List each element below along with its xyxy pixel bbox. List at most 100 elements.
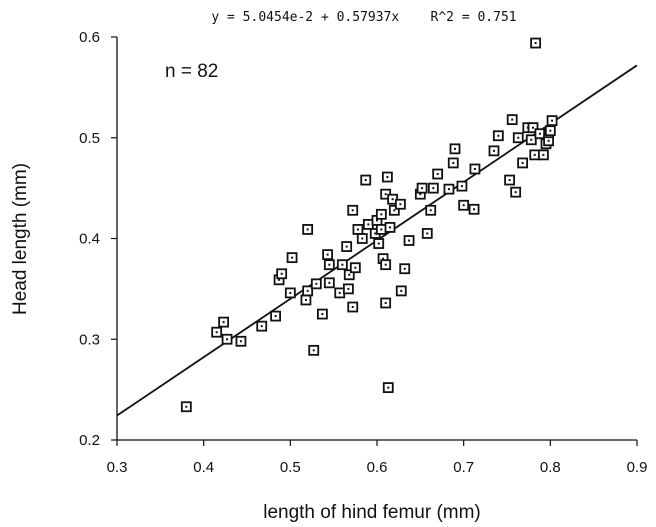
data-point-center — [312, 349, 315, 352]
data-point — [180, 401, 192, 413]
sample-size-annotation: n = 82 — [165, 61, 218, 82]
data-point — [403, 235, 415, 246]
data-point-center — [326, 253, 329, 256]
data-point — [468, 203, 480, 215]
data-point-center — [380, 228, 383, 231]
data-point — [316, 308, 328, 320]
data-point-center — [399, 203, 402, 206]
data-point-center — [348, 273, 351, 276]
data-point-center — [521, 161, 524, 164]
data-point-center — [514, 191, 517, 194]
y-tick-label: 0.5 — [79, 130, 100, 147]
data-point — [381, 171, 393, 183]
data-point-center — [542, 153, 545, 156]
data-point-center — [338, 291, 341, 294]
data-point-center — [377, 242, 380, 245]
data-point — [235, 335, 247, 347]
data-point-center — [304, 298, 307, 301]
data-point — [380, 297, 392, 309]
data-point-center — [384, 263, 387, 266]
data-point — [529, 149, 541, 161]
data-point-center — [367, 223, 370, 226]
data-point — [427, 182, 439, 194]
data-point-center — [447, 188, 450, 191]
data-point-center — [215, 331, 218, 334]
data-point-center — [403, 267, 406, 270]
data-point-center — [289, 291, 292, 294]
data-point — [352, 224, 364, 235]
data-point — [530, 37, 541, 49]
data-point — [211, 326, 223, 338]
data-point — [538, 149, 549, 161]
data-point-center — [511, 118, 514, 121]
data-point-center — [436, 173, 439, 176]
data-point-center — [347, 287, 350, 290]
data-point — [221, 333, 233, 345]
data-point-center — [547, 139, 550, 142]
data-point — [399, 263, 411, 275]
data-point-center — [260, 325, 263, 328]
data-point-center — [387, 386, 390, 389]
data-point — [388, 204, 400, 216]
data-point-center — [389, 226, 391, 229]
data-point — [323, 277, 335, 289]
x-tick-label: 0.4 — [193, 459, 214, 476]
data-point-center — [274, 315, 277, 318]
data-point-center — [306, 289, 309, 292]
data-point-center — [380, 213, 383, 216]
data-point-center — [374, 232, 377, 235]
data-point-center — [328, 281, 331, 284]
y-tick-label: 0.4 — [79, 231, 100, 248]
data-point-center — [530, 138, 533, 141]
data-point-center — [328, 263, 331, 266]
data-point-center — [549, 129, 552, 132]
data-point-center — [391, 198, 394, 201]
data-point — [504, 174, 516, 186]
data-point — [302, 224, 314, 235]
data-point-center — [291, 256, 294, 259]
data-point — [336, 259, 348, 271]
data-point-center — [551, 119, 554, 122]
data-point-center — [462, 204, 465, 207]
data-point — [343, 269, 355, 281]
data-point — [517, 157, 528, 169]
data-point-center — [400, 289, 403, 292]
x-tick-label: 0.8 — [540, 459, 561, 476]
data-point-center — [345, 245, 348, 248]
data-point-center — [222, 321, 225, 324]
data-point — [256, 320, 268, 332]
x-tick-label: 0.3 — [107, 459, 128, 476]
data-point — [488, 145, 500, 157]
data-point — [432, 168, 444, 180]
data-point — [360, 174, 372, 186]
data-point — [334, 287, 346, 299]
data-point-center — [341, 263, 344, 266]
data-point-center — [361, 237, 364, 240]
data-point — [510, 186, 522, 198]
x-tick-label: 0.6 — [367, 459, 388, 476]
data-point — [347, 204, 359, 216]
data-point — [300, 294, 312, 306]
data-point-center — [497, 134, 500, 137]
data-point-center — [351, 306, 354, 309]
data-point-center — [532, 126, 534, 129]
data-point — [447, 157, 459, 169]
data-point — [456, 180, 468, 192]
data-point — [362, 218, 374, 230]
data-point-center — [185, 405, 188, 408]
data-points — [180, 37, 558, 413]
data-point-center — [386, 176, 389, 179]
data-point — [469, 163, 481, 175]
data-point-center — [280, 272, 283, 275]
x-tick-label: 0.7 — [453, 459, 474, 476]
data-point-center — [306, 228, 309, 231]
data-point — [356, 233, 368, 244]
data-point-center — [452, 161, 455, 164]
y-tick-label: 0.3 — [79, 331, 100, 348]
y-tick-label: 0.6 — [79, 29, 100, 46]
data-point — [375, 208, 387, 220]
data-point — [544, 125, 556, 137]
regression-equation: y = 5.0454e-2 + 0.57937x R^2 = 0.751 — [211, 10, 516, 25]
data-point — [546, 115, 558, 127]
data-point-center — [393, 209, 396, 212]
